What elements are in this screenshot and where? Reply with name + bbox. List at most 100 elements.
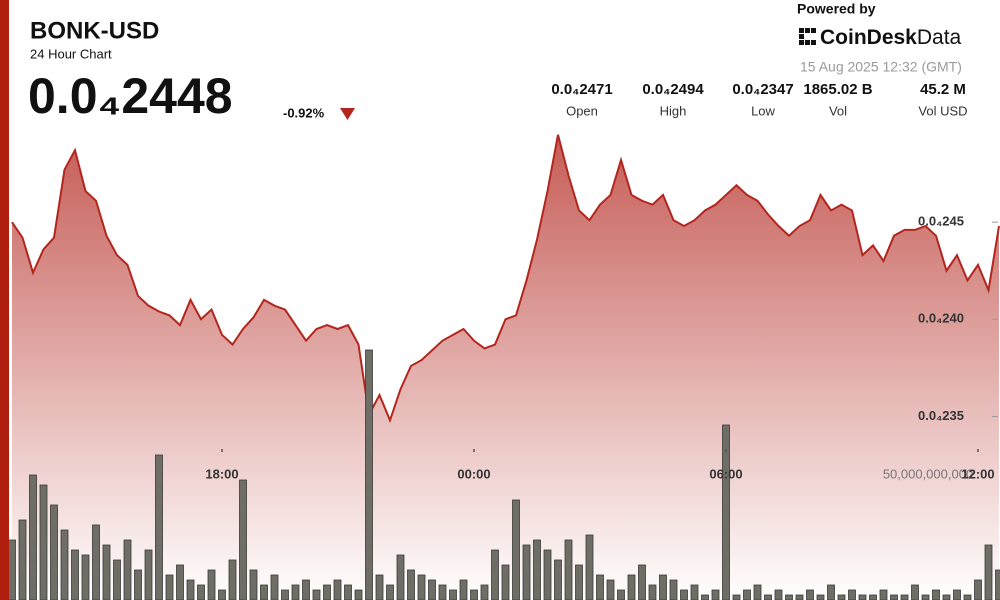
volume-bar (617, 589, 625, 600)
volume-bar (470, 589, 478, 600)
x-tick-label: 00:00 (457, 466, 490, 481)
volume-bar (659, 574, 667, 600)
price-area (12, 134, 999, 600)
brand-suffix: Data (917, 26, 962, 49)
volume-bar (123, 539, 132, 600)
volume-bar (638, 564, 646, 600)
volume-bar (207, 569, 216, 600)
brand-icon (799, 28, 816, 45)
price-line (11, 134, 1000, 424)
volume-bar (533, 539, 541, 600)
change: -0.92% (283, 105, 325, 120)
y2-tick-label: 50,000,000,000 (883, 466, 973, 481)
side-bar (0, 0, 9, 600)
volume-bar (722, 424, 730, 600)
volume-bar (491, 549, 499, 600)
volume-bar (795, 594, 804, 600)
volume-bar (344, 584, 352, 600)
volume-bar (606, 579, 615, 600)
volume-bar (785, 594, 793, 600)
volume-bar (312, 589, 321, 600)
volume-bar (869, 594, 877, 600)
volume-bar (176, 564, 184, 600)
volume-bar (711, 589, 720, 600)
volume-bar (701, 594, 709, 600)
y-tick-label: 0.0₄245 (918, 214, 964, 229)
volume-bar (942, 594, 951, 600)
volume-bar (764, 594, 772, 600)
volume-bar (890, 594, 898, 600)
volume-bar (774, 589, 783, 600)
x-tick-label: 06:00 (709, 466, 742, 481)
volume-bar (480, 584, 489, 600)
volume-bar (932, 589, 940, 600)
volume-bar (407, 569, 415, 600)
volume-bar (396, 554, 405, 600)
stat-label: Low (751, 103, 775, 118)
volume-bar (974, 579, 982, 600)
volume-bar (459, 579, 468, 600)
volume-bar (71, 549, 79, 600)
stat-value: 0.0₄2347 (732, 81, 793, 98)
volume-bar (449, 589, 457, 600)
volume-bar (953, 589, 961, 600)
volume-bar (512, 499, 520, 600)
volume-bar (669, 579, 678, 600)
volume-bar (806, 589, 814, 600)
volume-bar (60, 529, 69, 600)
brand: CoinDeskData (820, 26, 962, 49)
volume-bar (753, 584, 762, 600)
x-tick-label: 18:00 (205, 466, 238, 481)
volume-bar (921, 594, 930, 600)
volume-bar (858, 594, 867, 600)
volume-bar (113, 559, 121, 600)
volume-bar (50, 504, 58, 600)
volume-bar (596, 574, 604, 600)
volume-bar (900, 594, 909, 600)
stat-value: 0.0₄2471 (551, 81, 612, 98)
volume-bar (18, 519, 27, 600)
volume-bar (543, 549, 552, 600)
volume-bar (323, 584, 331, 600)
volume-bar (963, 594, 972, 600)
volume-bar (186, 579, 195, 600)
volume-bar (816, 594, 825, 600)
volume-bar (165, 574, 174, 600)
powered-by: Powered by (797, 1, 876, 17)
volume-bar (501, 564, 510, 600)
volume-bar (134, 569, 142, 600)
y-tick-label: 0.0₄235 (918, 408, 964, 423)
volume-bar (690, 584, 699, 600)
volume-bar (102, 544, 111, 600)
volume-bar (228, 559, 237, 600)
volume-bar (732, 594, 741, 600)
volume-bar (144, 549, 153, 600)
volume-bar (218, 589, 226, 600)
volume-bar (627, 574, 636, 600)
plot: 0.0₄245 0.0₄240 0.0₄235 50,000,000,000 18:00… (8, 134, 1000, 600)
volume-bar (879, 589, 888, 600)
stat-value: 1865.02 B (803, 81, 872, 98)
volume-bar (984, 544, 993, 600)
volume-bar (270, 574, 279, 600)
volume-bar (92, 524, 100, 600)
volume-bar (827, 584, 835, 600)
volume-bar (911, 584, 919, 600)
volume-bar (249, 569, 258, 600)
stat-value: 45.2 M (920, 81, 966, 98)
y-tick-label: 0.0₄240 (918, 311, 964, 326)
x-tick-label: 12:00 (961, 466, 994, 481)
timestamp: 15 Aug 2025 12:32 (GMT) (800, 59, 962, 75)
volume-bar (680, 589, 688, 600)
stat-label: Vol (829, 103, 847, 118)
stats: 0.0₄2471 Open 0.0₄2494 High 0.0₄2347 Low 1865.… (551, 81, 967, 118)
volume-bar (743, 589, 751, 600)
volume-bar (522, 544, 531, 600)
volume-bar (81, 554, 90, 600)
volume-bar (365, 349, 373, 600)
volume-bar (386, 584, 394, 600)
volume-bar (29, 474, 37, 600)
chart-subtitle: 24 Hour Chart (30, 46, 112, 61)
